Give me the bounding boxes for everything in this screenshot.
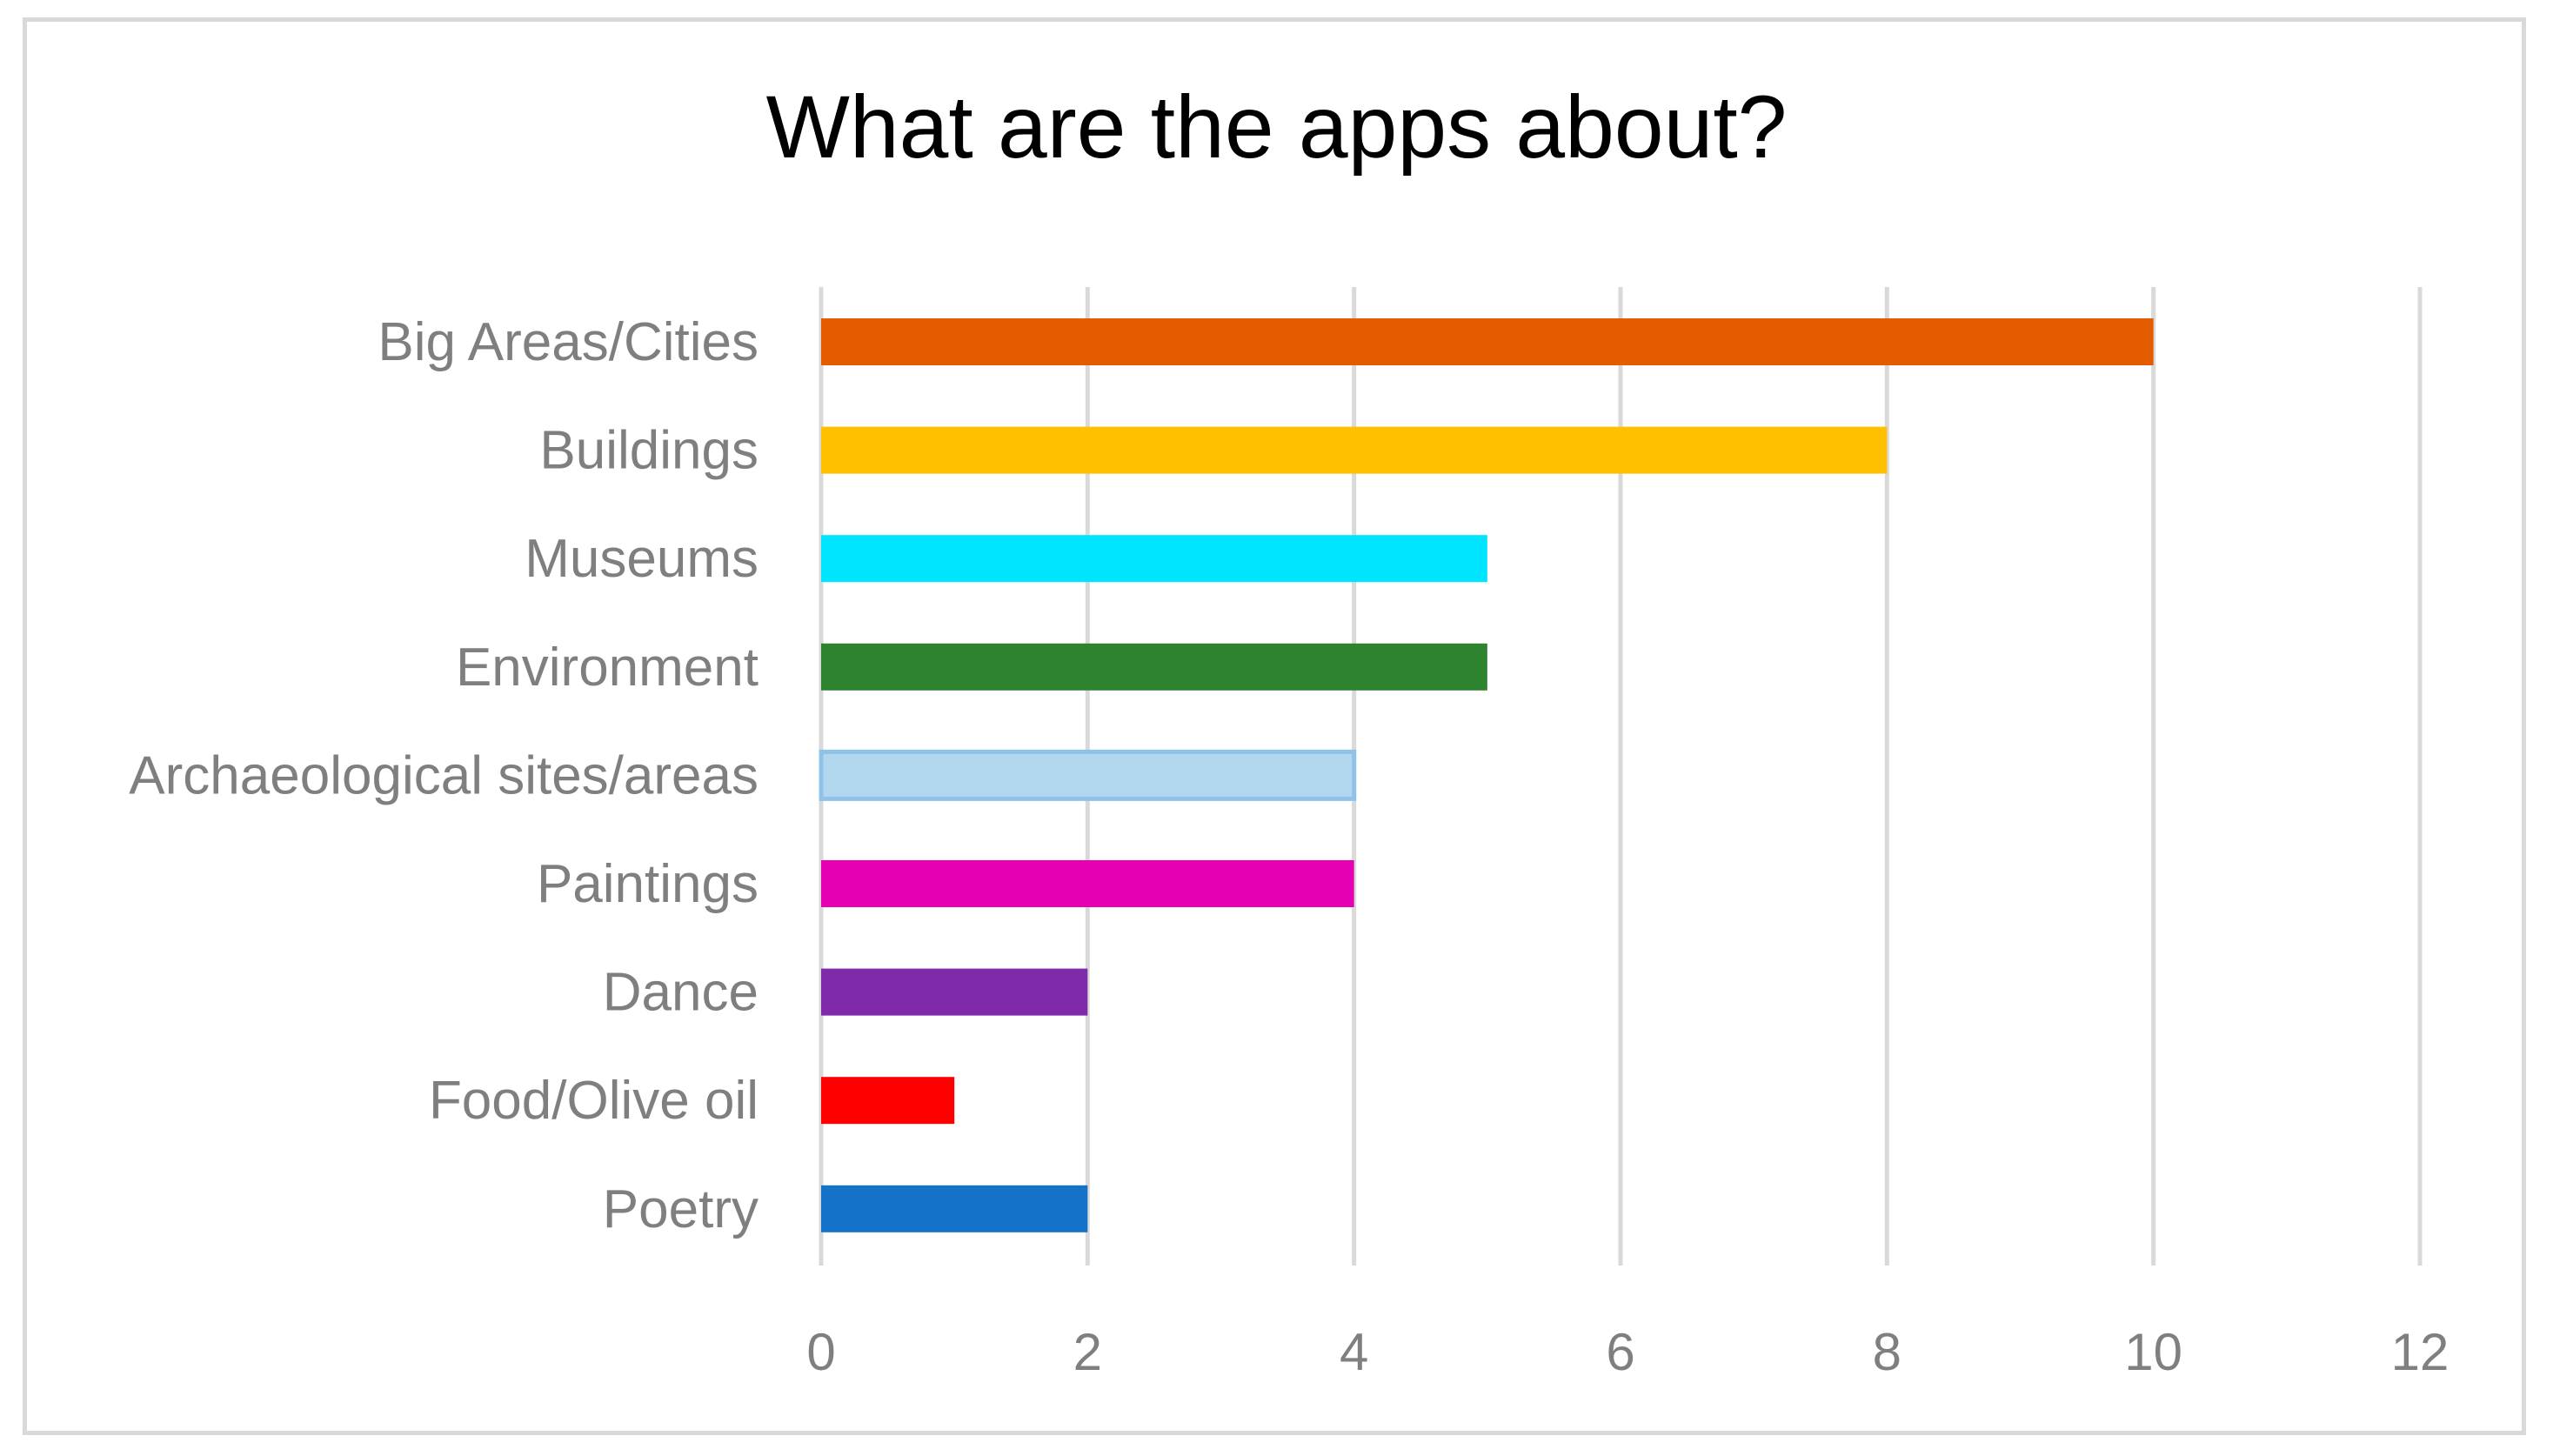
category-label-6: Dance [603, 963, 759, 1023]
x-tick-label-4: 4 [1340, 1323, 1368, 1381]
bar-3 [821, 643, 1487, 691]
x-tick-label-0: 0 [806, 1323, 835, 1381]
category-label-1: Buildings [539, 421, 759, 481]
x-tick-label-12: 12 [2391, 1323, 2449, 1381]
bar-4 [819, 749, 1357, 801]
bars [819, 318, 2154, 1232]
category-labels: Big Areas/Cities Buildings Museums Environm… [129, 312, 759, 1239]
x-tick-label-2: 2 [1073, 1323, 1102, 1381]
x-tick-label-10: 10 [2124, 1323, 2182, 1381]
bar-8 [821, 1185, 1088, 1232]
category-label-8: Poetry [603, 1179, 759, 1239]
bar-0 [821, 318, 2154, 365]
category-label-2: Museums [525, 529, 759, 589]
x-axis-tick-labels: 0 2 4 6 8 10 12 [806, 1323, 2449, 1381]
category-label-0: Big Areas/Cities [378, 312, 759, 372]
chart-frame [23, 17, 2526, 1435]
x-tick-label-6: 6 [1606, 1323, 1634, 1381]
x-tick-label-8: 8 [1873, 1323, 1901, 1381]
category-label-7: Food/Olive oil [429, 1071, 759, 1131]
bar-6 [821, 968, 1088, 1016]
category-label-3: Environment [456, 638, 759, 698]
bar-5 [821, 860, 1354, 907]
bar-7 [821, 1077, 955, 1125]
chart-title: What are the apps about? [765, 77, 1788, 177]
category-label-5: Paintings [537, 854, 759, 914]
category-label-4: Archaeological sites/areas [129, 745, 759, 805]
bar-1 [821, 426, 1888, 474]
bar-2 [821, 535, 1487, 583]
